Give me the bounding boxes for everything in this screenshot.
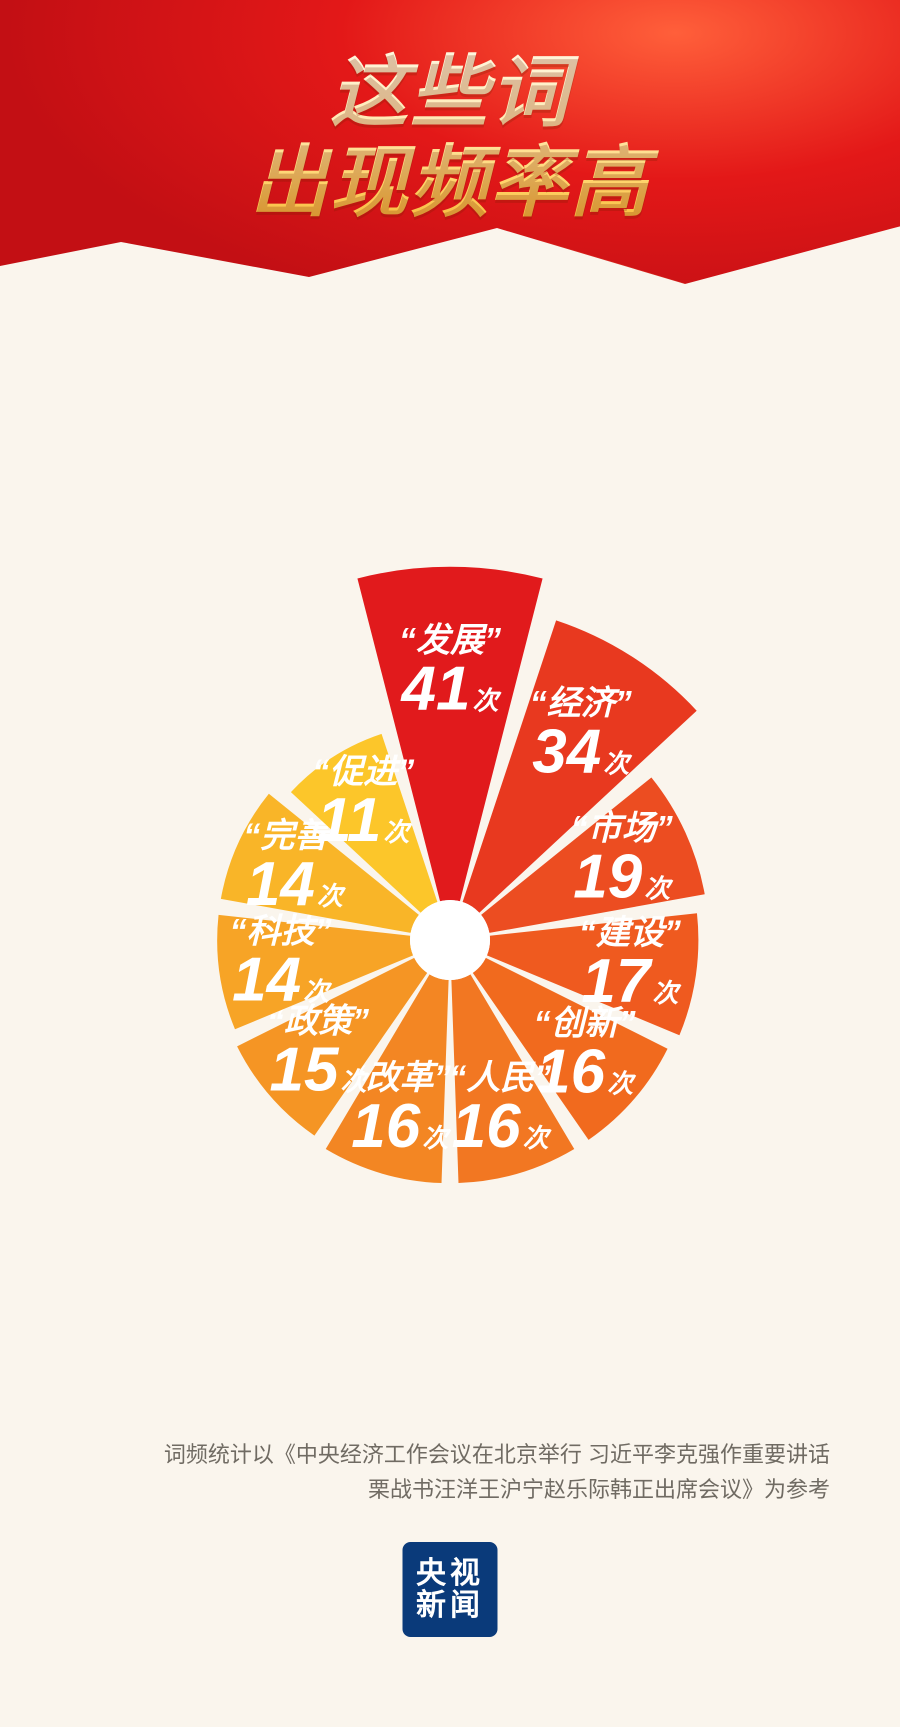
header-banner: 这些词 出现频率高 [0,0,900,330]
page: 这些词 出现频率高 “发展”41次“经济”34次“市场”19次“建设”17次“创… [0,0,900,1727]
page-title: 这些词 出现频率高 [0,48,900,227]
word-frequency-chart: “发展”41次“经济”34次“市场”19次“建设”17次“创新”16次“人民”1… [0,350,900,1400]
footnote: 词频统计以《中央经济工作会议在北京举行 习近平李克强作重要讲话 栗战书汪洋王沪宁… [164,1437,830,1507]
logo-line-1: 央视 [416,1558,484,1590]
cctv-news-logo: 央视 新闻 [403,1542,498,1637]
chart-svg: “发展”41次“经济”34次“市场”19次“建设”17次“创新”16次“人民”1… [0,350,900,1400]
logo-line-2: 新闻 [416,1590,484,1622]
header-gold-wave [0,210,900,330]
title-line-1: 这些词 [0,48,900,138]
chart-center [410,900,490,980]
footnote-line-2: 栗战书汪洋王沪宁赵乐际韩正出席会议》为参考 [164,1472,830,1507]
title-line-2: 出现频率高 [0,138,900,228]
footnote-line-1: 词频统计以《中央经济工作会议在北京举行 习近平李克强作重要讲话 [164,1437,830,1472]
